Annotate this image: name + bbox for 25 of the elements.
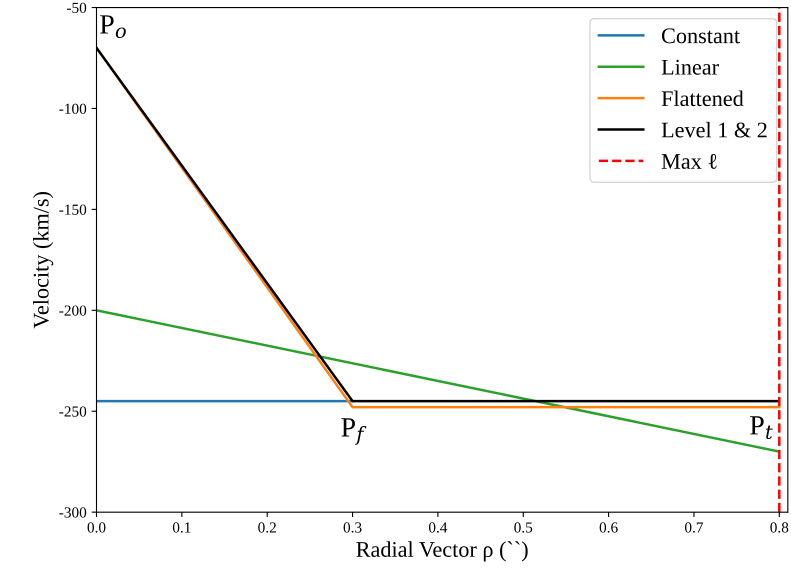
y-tick-label: -50 (66, 2, 86, 13)
y-axis-title: Velocity (km/s) (33, 192, 54, 328)
legend-label: Level 1 & 2 (662, 122, 767, 138)
x-tick-label: 0.6 (600, 522, 618, 533)
x-tick-label: 0.3 (344, 522, 362, 533)
y-tick-label: -200 (59, 305, 86, 316)
annotation: P$_{f}$ (341, 418, 366, 445)
annotation: P$_{o}$ (100, 15, 126, 38)
legend-label: Flattened (662, 90, 744, 106)
x-tick-label: 0.8 (770, 522, 788, 533)
x-tick-label: 0.7 (684, 522, 704, 533)
legend-label: Linear (662, 60, 719, 75)
y-tick-label: -250 (59, 406, 86, 417)
y-tick-label: -300 (59, 507, 86, 518)
x-axis-title: Radial Vector ρ (``) (356, 541, 528, 562)
y-tick-label: -100 (59, 104, 86, 114)
x-tick-label: 0.5 (514, 522, 532, 533)
annotation: P$_{t}$ (750, 416, 773, 440)
legend-label: Constant (662, 28, 740, 44)
x-tick-label: 0.2 (258, 522, 276, 533)
x-tick-label: 0.1 (172, 522, 190, 533)
x-tick-label: 0.0 (88, 522, 106, 533)
y-tick-label: -150 (59, 204, 86, 215)
x-tick-label: 0.4 (428, 522, 448, 533)
ref-line-label: Max ℓ (662, 154, 717, 169)
